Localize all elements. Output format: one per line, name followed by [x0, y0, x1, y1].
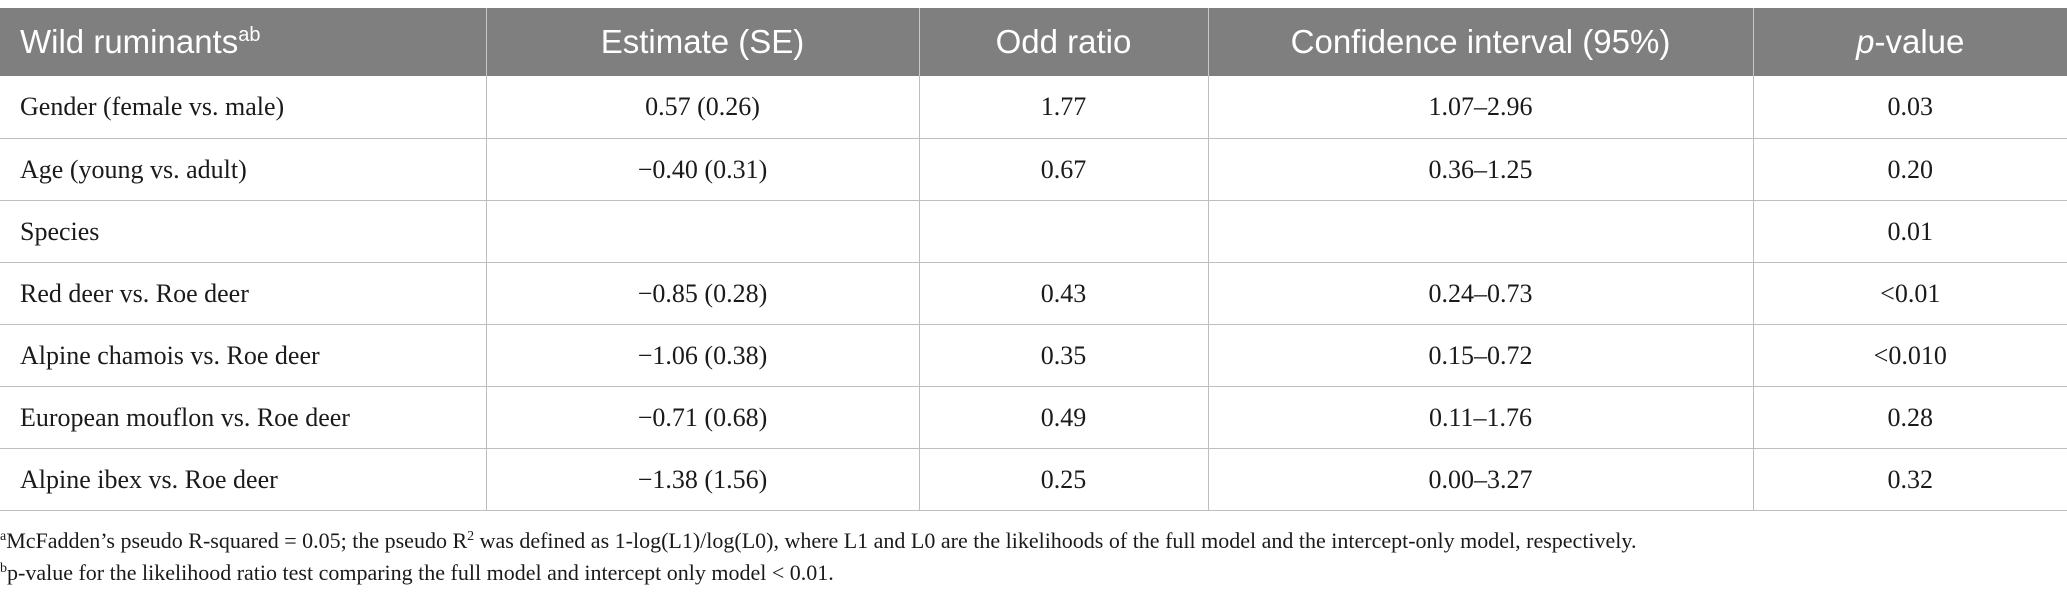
odds-ratio-cell: 0.67	[919, 138, 1209, 201]
footnote-b-marker: b	[0, 561, 7, 576]
p-value-cell: 0.32	[1753, 448, 2067, 511]
table-row: European mouflon vs. Roe deer −0.71 (0.6…	[0, 386, 2067, 449]
header-confidence-interval: Confidence interval (95%)	[1208, 8, 1754, 76]
confidence-interval-cell: 0.00–3.27	[1208, 448, 1754, 511]
estimate-cell: 0.57 (0.26)	[486, 76, 920, 139]
table-row: Species 0.01	[0, 200, 2067, 263]
estimate-cell: −0.85 (0.28)	[486, 262, 920, 325]
estimate-cell: −1.06 (0.38)	[486, 324, 920, 387]
table-header: Wild ruminantsab Estimate (SE) Odd ratio…	[0, 8, 2067, 76]
header-odds-ratio: Odd ratio	[919, 8, 1209, 76]
p-value-cell: <0.01	[1753, 262, 2067, 325]
header-row: Wild ruminantsab Estimate (SE) Odd ratio…	[0, 8, 2067, 76]
header-p-value-text: -value	[1874, 23, 1965, 60]
table-row: Red deer vs. Roe deer −0.85 (0.28) 0.43 …	[0, 262, 2067, 325]
variable-cell: European mouflon vs. Roe deer	[0, 386, 487, 449]
variable-cell: Alpine chamois vs. Roe deer	[0, 324, 487, 387]
estimate-cell	[486, 200, 920, 263]
variable-cell: Species	[0, 200, 487, 263]
results-table-container: Wild ruminantsab Estimate (SE) Odd ratio…	[0, 8, 2067, 511]
estimate-cell: −0.71 (0.68)	[486, 386, 920, 449]
footnote-a-superscript: 2	[467, 529, 475, 544]
confidence-interval-cell: 0.24–0.73	[1208, 262, 1754, 325]
confidence-interval-cell	[1208, 200, 1754, 263]
table-row: Gender (female vs. male) 0.57 (0.26) 1.7…	[0, 76, 2067, 139]
variable-cell: Red deer vs. Roe deer	[0, 262, 487, 325]
table-footnotes: aMcFadden’s pseudo R-squared = 0.05; the…	[0, 525, 2067, 589]
footnote-a-marker: a	[0, 529, 7, 544]
p-value-cell: <0.010	[1753, 324, 2067, 387]
odds-ratio-cell: 0.49	[919, 386, 1209, 449]
p-value-cell: 0.01	[1753, 200, 2067, 263]
variable-cell: Alpine ibex vs. Roe deer	[0, 448, 487, 511]
p-value-cell: 0.28	[1753, 386, 2067, 449]
odds-ratio-cell: 1.77	[919, 76, 1209, 139]
confidence-interval-cell: 0.15–0.72	[1208, 324, 1754, 387]
odds-ratio-cell	[919, 200, 1209, 263]
logistic-regression-table: Wild ruminantsab Estimate (SE) Odd ratio…	[0, 8, 2067, 511]
table-row: Age (young vs. adult) −0.40 (0.31) 0.67 …	[0, 138, 2067, 201]
odds-ratio-cell: 0.43	[919, 262, 1209, 325]
footnote-a-text-part2: was defined as 1-log(L1)/log(L0), where …	[474, 528, 1637, 553]
footnote-a: aMcFadden’s pseudo R-squared = 0.05; the…	[0, 525, 2067, 557]
confidence-interval-cell: 0.36–1.25	[1208, 138, 1754, 201]
p-value-cell: 0.03	[1753, 76, 2067, 139]
footnote-b-text: p-value for the likelihood ratio test co…	[7, 560, 834, 585]
estimate-cell: −1.38 (1.56)	[486, 448, 920, 511]
table-body: Gender (female vs. male) 0.57 (0.26) 1.7…	[0, 76, 2067, 511]
header-wild-ruminants-footnote-marker: ab	[238, 24, 261, 46]
header-p-value-italic: p	[1856, 23, 1875, 60]
odds-ratio-cell: 0.35	[919, 324, 1209, 387]
estimate-cell: −0.40 (0.31)	[486, 138, 920, 201]
p-value-cell: 0.20	[1753, 138, 2067, 201]
footnote-b: bp-value for the likelihood ratio test c…	[0, 557, 2067, 589]
variable-cell: Gender (female vs. male)	[0, 76, 487, 139]
header-wild-ruminants-text: Wild ruminants	[20, 23, 239, 60]
header-p-value: p-value	[1753, 8, 2067, 76]
footnote-a-text-part1: McFadden’s pseudo R-squared = 0.05; the …	[6, 528, 468, 553]
variable-cell: Age (young vs. adult)	[0, 138, 487, 201]
confidence-interval-cell: 0.11–1.76	[1208, 386, 1754, 449]
confidence-interval-cell: 1.07–2.96	[1208, 76, 1754, 139]
odds-ratio-cell: 0.25	[919, 448, 1209, 511]
table-row: Alpine chamois vs. Roe deer −1.06 (0.38)…	[0, 324, 2067, 387]
header-estimate: Estimate (SE)	[486, 8, 920, 76]
header-wild-ruminants: Wild ruminantsab	[0, 8, 487, 76]
table-row: Alpine ibex vs. Roe deer −1.38 (1.56) 0.…	[0, 448, 2067, 511]
